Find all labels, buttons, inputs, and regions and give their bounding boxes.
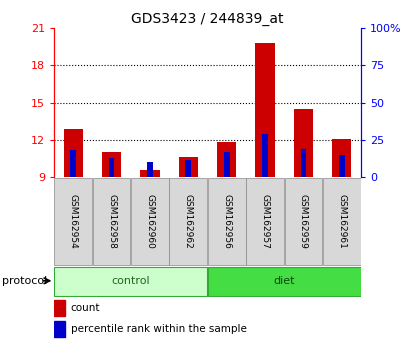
Bar <box>256 43 275 177</box>
Title: GDS3423 / 244839_at: GDS3423 / 244839_at <box>131 12 284 26</box>
Bar <box>54 267 207 296</box>
Bar <box>217 142 236 177</box>
Bar <box>93 178 130 265</box>
Text: count: count <box>71 303 100 313</box>
Bar <box>169 178 207 265</box>
Text: diet: diet <box>273 276 295 286</box>
Bar <box>323 178 361 265</box>
Bar <box>179 157 198 177</box>
Bar <box>208 267 361 296</box>
Bar <box>208 178 246 265</box>
Bar <box>63 129 83 177</box>
Text: GSM162959: GSM162959 <box>299 194 308 249</box>
Text: protocol: protocol <box>2 276 47 286</box>
Bar <box>131 178 169 265</box>
Bar <box>54 321 65 337</box>
Bar <box>262 133 268 177</box>
Bar <box>186 160 191 177</box>
Bar <box>102 152 121 177</box>
Bar <box>300 149 306 177</box>
Text: percentile rank within the sample: percentile rank within the sample <box>71 324 247 334</box>
Bar <box>70 150 76 177</box>
Bar <box>246 178 284 265</box>
Bar <box>294 109 313 177</box>
Text: GSM162957: GSM162957 <box>261 194 270 249</box>
Text: GSM162954: GSM162954 <box>68 194 78 249</box>
Bar <box>147 162 153 177</box>
Bar <box>224 152 229 177</box>
Bar <box>332 139 352 177</box>
Bar <box>109 159 115 177</box>
Bar <box>140 170 159 177</box>
Text: GSM162962: GSM162962 <box>184 194 193 249</box>
Text: GSM162958: GSM162958 <box>107 194 116 249</box>
Bar <box>54 300 65 316</box>
Bar <box>339 155 345 177</box>
Text: GSM162956: GSM162956 <box>222 194 231 249</box>
Text: GSM162961: GSM162961 <box>337 194 347 249</box>
Text: control: control <box>111 276 150 286</box>
Text: GSM162960: GSM162960 <box>145 194 154 249</box>
Bar <box>54 178 92 265</box>
Bar <box>285 178 322 265</box>
